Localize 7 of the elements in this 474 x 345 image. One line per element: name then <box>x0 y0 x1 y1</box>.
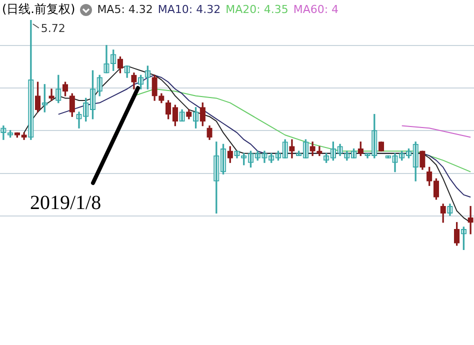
text: MA10: 4.32 <box>158 3 221 16</box>
annotation: 5.72 <box>40 22 66 35</box>
chart-title: (日线.前复权) <box>2 1 76 18</box>
text: MA60: 4 <box>293 3 339 16</box>
annotation: 2019/1/8 <box>30 192 102 215</box>
text: MA5: 4.32 <box>97 3 153 16</box>
text: MA20: 4.35 <box>226 3 288 16</box>
